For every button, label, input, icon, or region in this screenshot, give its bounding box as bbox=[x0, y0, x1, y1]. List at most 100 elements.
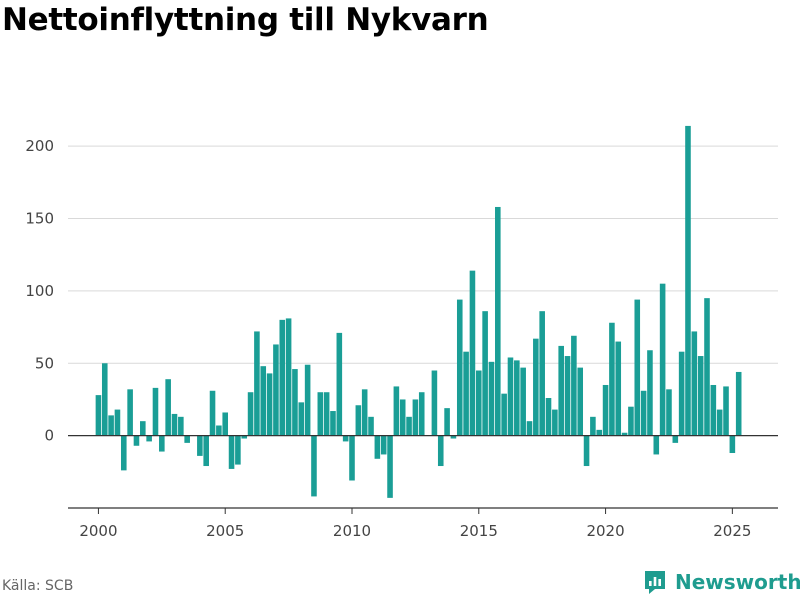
bar bbox=[640, 390, 647, 436]
bar bbox=[159, 435, 165, 452]
bar bbox=[399, 399, 406, 436]
x-tick-label: 2010 bbox=[333, 522, 371, 540]
bar bbox=[165, 379, 171, 436]
bar bbox=[273, 344, 279, 436]
y-tick-label: 150 bbox=[25, 210, 54, 228]
bar bbox=[380, 435, 387, 455]
bar bbox=[311, 435, 317, 497]
bar bbox=[298, 402, 305, 436]
bar bbox=[241, 435, 248, 439]
bar bbox=[412, 399, 419, 436]
bar bbox=[545, 398, 552, 436]
bar bbox=[349, 435, 355, 481]
bar bbox=[456, 299, 463, 436]
bar bbox=[146, 435, 152, 442]
bar bbox=[444, 408, 450, 436]
bar bbox=[260, 366, 267, 436]
bar bbox=[526, 421, 533, 436]
bar bbox=[437, 435, 444, 467]
bar bbox=[501, 393, 507, 436]
bar bbox=[495, 206, 501, 436]
bar bbox=[602, 384, 609, 436]
bar bbox=[247, 392, 254, 436]
bar bbox=[552, 409, 558, 436]
bar bbox=[140, 421, 146, 436]
bars bbox=[95, 125, 742, 498]
bar bbox=[735, 371, 742, 436]
bar bbox=[222, 412, 229, 436]
bar bbox=[171, 413, 178, 436]
chart-title: Nettoinflyttning till Nykvarn bbox=[2, 2, 489, 38]
bar bbox=[114, 409, 121, 436]
axes bbox=[68, 434, 778, 509]
bar bbox=[285, 318, 292, 436]
bar bbox=[235, 435, 241, 465]
bar bbox=[685, 125, 691, 436]
x-tick-label: 2005 bbox=[206, 522, 244, 540]
y-tick-label: 200 bbox=[25, 137, 54, 155]
bar bbox=[184, 435, 190, 443]
bar bbox=[361, 389, 368, 436]
bar bbox=[615, 341, 622, 436]
bar bbox=[323, 392, 330, 436]
bar bbox=[95, 395, 102, 436]
bar bbox=[279, 319, 286, 436]
bar bbox=[666, 389, 672, 436]
bar bbox=[431, 370, 438, 436]
bar bbox=[482, 311, 488, 436]
bar bbox=[514, 360, 520, 436]
bar bbox=[393, 386, 400, 436]
bar bbox=[577, 367, 584, 436]
bar bbox=[710, 384, 717, 436]
bar bbox=[336, 332, 343, 436]
brand-name: Newsworthy bbox=[675, 570, 800, 594]
bar bbox=[304, 364, 311, 436]
bar bbox=[216, 425, 222, 436]
bar bbox=[678, 351, 685, 436]
bar bbox=[558, 345, 564, 436]
bar bbox=[254, 331, 260, 436]
bar bbox=[266, 373, 273, 436]
bar bbox=[590, 416, 596, 436]
bar bbox=[101, 363, 108, 436]
bar bbox=[342, 435, 349, 442]
bar bbox=[564, 356, 571, 436]
x-tick-label: 2025 bbox=[713, 522, 751, 540]
bar bbox=[704, 298, 710, 436]
bar bbox=[469, 270, 476, 436]
bar bbox=[228, 435, 235, 469]
bar bbox=[647, 350, 653, 436]
x-tick-label: 2020 bbox=[586, 522, 624, 540]
bar bbox=[463, 351, 469, 436]
brand[interactable]: Newsworthy bbox=[643, 569, 800, 595]
bar bbox=[571, 335, 577, 436]
bar bbox=[209, 390, 216, 436]
bar bbox=[716, 409, 723, 436]
bar bbox=[120, 435, 127, 471]
bar bbox=[691, 331, 698, 436]
bar bbox=[406, 416, 412, 436]
bar bbox=[127, 389, 133, 436]
y-tick-label: 0 bbox=[44, 427, 54, 445]
bar bbox=[152, 387, 159, 436]
bar bbox=[317, 392, 324, 436]
x-tick-label: 2000 bbox=[79, 522, 117, 540]
x-axis: 2000 2005 2010 2015 2020 2025 bbox=[79, 508, 751, 540]
newsworthy-logo-icon bbox=[645, 571, 665, 594]
bar bbox=[178, 416, 184, 436]
bar bbox=[507, 357, 514, 436]
bar bbox=[197, 435, 203, 456]
bar bbox=[387, 435, 393, 498]
bar bbox=[697, 356, 704, 436]
grid-lines bbox=[68, 145, 778, 364]
bar bbox=[583, 435, 590, 467]
bar bbox=[133, 435, 140, 446]
bar bbox=[533, 338, 539, 436]
bar bbox=[659, 283, 666, 436]
bar bbox=[621, 432, 628, 436]
bar bbox=[450, 435, 457, 439]
bar bbox=[418, 392, 425, 436]
bar bbox=[729, 435, 736, 454]
bar bbox=[723, 386, 729, 436]
